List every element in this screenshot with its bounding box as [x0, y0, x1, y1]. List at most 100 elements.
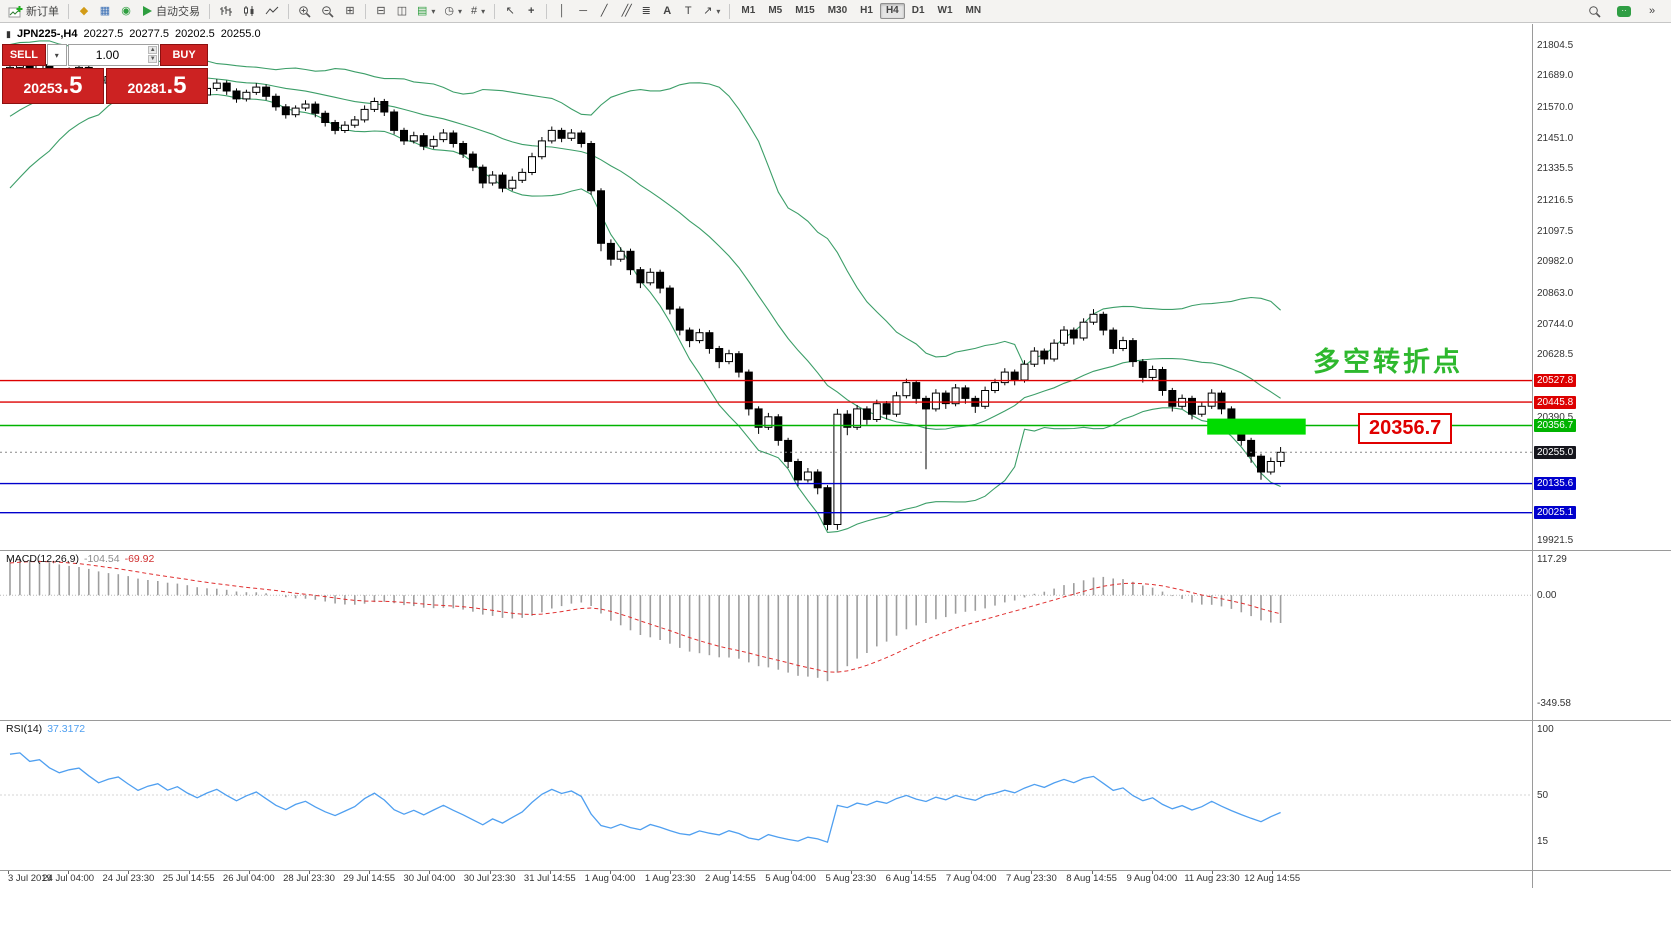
price-level-callout[interactable]: 20356.7: [1358, 413, 1453, 444]
candlestick-chart-button[interactable]: [238, 2, 260, 21]
volume-field-wrap: ▲▼: [67, 44, 160, 66]
cursor-tool-button[interactable]: ↖: [500, 2, 520, 21]
text-label-tool-icon: T: [684, 4, 692, 17]
tile-windows-icon: ⊞: [345, 4, 355, 17]
sell-price-button[interactable]: 20253.5: [2, 68, 104, 104]
auto-trading-icon: [143, 6, 152, 16]
timeframe-mn-button[interactable]: MN: [960, 3, 988, 19]
time-axis-tick: [790, 870, 792, 874]
ohlc-high: 20277.5: [129, 28, 170, 40]
vertical-line-tool-button[interactable]: │: [552, 2, 572, 21]
time-axis-label: 24 Jul 23:30: [102, 873, 155, 884]
timeframe-d1-button[interactable]: D1: [906, 3, 931, 19]
timeframe-h4-button[interactable]: H4: [879, 3, 905, 19]
buy-button[interactable]: BUY: [160, 44, 208, 66]
navigator-icon: ◉: [121, 4, 131, 17]
price-axis-tick: 21451.0: [1537, 133, 1574, 145]
tile-windows-button[interactable]: ⊞: [340, 2, 360, 21]
time-axis-tick: [911, 870, 912, 874]
community-button[interactable]: ··: [1613, 2, 1635, 21]
navigator-button[interactable]: ◉: [116, 2, 136, 21]
time-axis-tick: [248, 870, 250, 874]
crosshair-icon: +: [527, 4, 535, 17]
time-axis-label: 11 Aug 23:30: [1184, 873, 1240, 884]
macd-name: MACD(12,26,9): [6, 553, 79, 565]
new-order-button[interactable]: 新订单: [4, 2, 63, 21]
macd-indicator-chart[interactable]: [0, 551, 1532, 719]
zoom-out-icon: [322, 5, 334, 18]
price-axis-tick: 21689.0: [1537, 70, 1574, 82]
time-axis-tick: [128, 870, 130, 874]
stepper-down-icon[interactable]: ▼: [148, 55, 158, 63]
price-level-tag: 20135.6: [1534, 477, 1577, 491]
data-window-button[interactable]: ▦: [95, 2, 115, 21]
time-axis-label: 24 Jul 04:00: [42, 873, 95, 884]
ohlc-open: 20227.5: [83, 28, 124, 40]
time-axis-label: 7 Aug 04:00: [945, 873, 997, 884]
time-axis-tick: [309, 870, 310, 874]
buy-price-button[interactable]: 20281.5: [106, 68, 208, 104]
timeframe-w1-button[interactable]: W1: [932, 3, 959, 19]
order-type-dropdown[interactable]: ▾: [46, 44, 67, 66]
candlestick-chart-icon: [244, 6, 254, 16]
arrange-windows-button[interactable]: ◫: [392, 2, 412, 21]
search-button[interactable]: [1584, 2, 1606, 21]
time-axis-label: 29 Jul 14:55: [343, 873, 396, 884]
price-axis[interactable]: 21804.5 21689.0 21570.0 21451.0 21335.5 21216…: [1533, 24, 1670, 888]
time-axis-tick: [971, 870, 973, 874]
stepper-up-icon[interactable]: ▲: [148, 46, 158, 54]
panel-separator[interactable]: [0, 550, 1671, 551]
text-tool-button[interactable]: A: [657, 2, 677, 21]
channel-tool-button[interactable]: ╱╱: [615, 2, 635, 21]
time-axis-label: 6 Aug 14:55: [885, 873, 937, 884]
toolbar-separator: [729, 3, 731, 19]
new-order-icon: [8, 5, 23, 17]
cascade-windows-button[interactable]: ⊟: [371, 2, 391, 21]
bar-chart-button[interactable]: [215, 2, 237, 21]
toolbar-separator: [546, 3, 548, 19]
macd-main-value: -104.54: [83, 553, 120, 565]
time-axis-tick: [429, 870, 431, 874]
market-watch-button[interactable]: ◆: [74, 2, 94, 21]
time-axis-label: 26 Jul 04:00: [222, 873, 275, 884]
toolbar-separator: [209, 3, 210, 19]
timeframe-group: M1 M5 M15 M30 H1 H4 D1 W1 MN: [735, 3, 987, 19]
line-chart-button[interactable]: [261, 2, 283, 21]
period-button[interactable]: ◷ ▾: [440, 2, 466, 21]
timeframe-m1-button[interactable]: M1: [735, 3, 761, 19]
toolbar-overflow-button[interactable]: »: [1642, 2, 1662, 21]
price-axis-tick: 20628.5: [1537, 349, 1574, 361]
new-chart-button[interactable]: ▤ ▾: [413, 2, 439, 21]
templates-button[interactable]: # ▾: [467, 2, 489, 21]
turning-point-annotation[interactable]: 多空转折点: [1313, 347, 1463, 377]
horizontal-line-tool-button[interactable]: ─: [573, 2, 593, 21]
rsi-indicator-chart[interactable]: [0, 721, 1532, 869]
fibonacci-tool-button[interactable]: ≣: [636, 2, 656, 21]
trendline-tool-button[interactable]: ╱: [594, 2, 614, 21]
price-level-tag: 20025.1: [1534, 506, 1577, 520]
timeframe-m15-button[interactable]: M15: [789, 3, 820, 19]
auto-trading-button[interactable]: 自动交易: [137, 2, 204, 21]
zoom-in-button[interactable]: [294, 2, 316, 21]
main-price-chart[interactable]: [0, 24, 1532, 550]
zoom-in-icon: [299, 5, 311, 18]
chart-symbol-icon: ▮: [6, 28, 11, 39]
sell-button[interactable]: SELL: [2, 44, 46, 66]
volume-input[interactable]: [67, 44, 160, 66]
price-axis-tick: 20390.5: [1537, 411, 1574, 423]
timeframe-m5-button[interactable]: M5: [762, 3, 788, 19]
toolbar-separator: [365, 3, 366, 19]
crosshair-tool-button[interactable]: +: [521, 2, 541, 21]
line-chart-icon: [265, 6, 279, 15]
volume-stepper[interactable]: ▲ ▼: [148, 46, 158, 63]
zoom-out-button[interactable]: [317, 2, 339, 21]
text-label-tool-button[interactable]: T: [678, 2, 698, 21]
panel-separator[interactable]: [0, 720, 1671, 721]
timeframe-h1-button[interactable]: H1: [854, 3, 879, 19]
timeframe-m30-button[interactable]: M30: [822, 3, 853, 19]
chevron-down-icon: ▾: [458, 6, 463, 16]
buy-price-frac: .5: [166, 72, 187, 99]
chart-ohlc-header: ▮ JPN225-,H4 20227.5 20277.5 20202.5 202…: [6, 28, 261, 40]
arrows-tool-button[interactable]: ↗ ▾: [699, 2, 724, 21]
clock-icon: ◷: [444, 4, 455, 17]
